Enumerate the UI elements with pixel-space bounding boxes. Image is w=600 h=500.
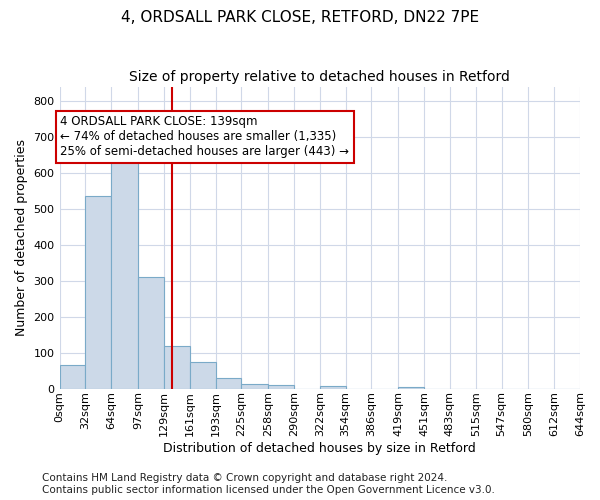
Bar [268,385,294,388]
Text: 4 ORDSALL PARK CLOSE: 139sqm
← 74% of detached houses are smaller (1,335)
25% of: 4 ORDSALL PARK CLOSE: 139sqm ← 74% of de… [61,116,349,158]
Bar [138,277,164,388]
Text: 4, ORDSALL PARK CLOSE, RETFORD, DN22 7PE: 4, ORDSALL PARK CLOSE, RETFORD, DN22 7PE [121,10,479,25]
Y-axis label: Number of detached properties: Number of detached properties [15,139,28,336]
Bar [241,384,268,388]
Bar [59,366,85,388]
Bar [190,362,215,388]
X-axis label: Distribution of detached houses by size in Retford: Distribution of detached houses by size … [163,442,476,455]
Bar [111,160,138,388]
Bar [85,196,111,388]
Bar [320,386,346,388]
Bar [215,378,241,388]
Text: Contains HM Land Registry data © Crown copyright and database right 2024.
Contai: Contains HM Land Registry data © Crown c… [42,474,495,495]
Bar [164,346,190,389]
Bar [398,387,424,388]
Title: Size of property relative to detached houses in Retford: Size of property relative to detached ho… [130,70,510,84]
